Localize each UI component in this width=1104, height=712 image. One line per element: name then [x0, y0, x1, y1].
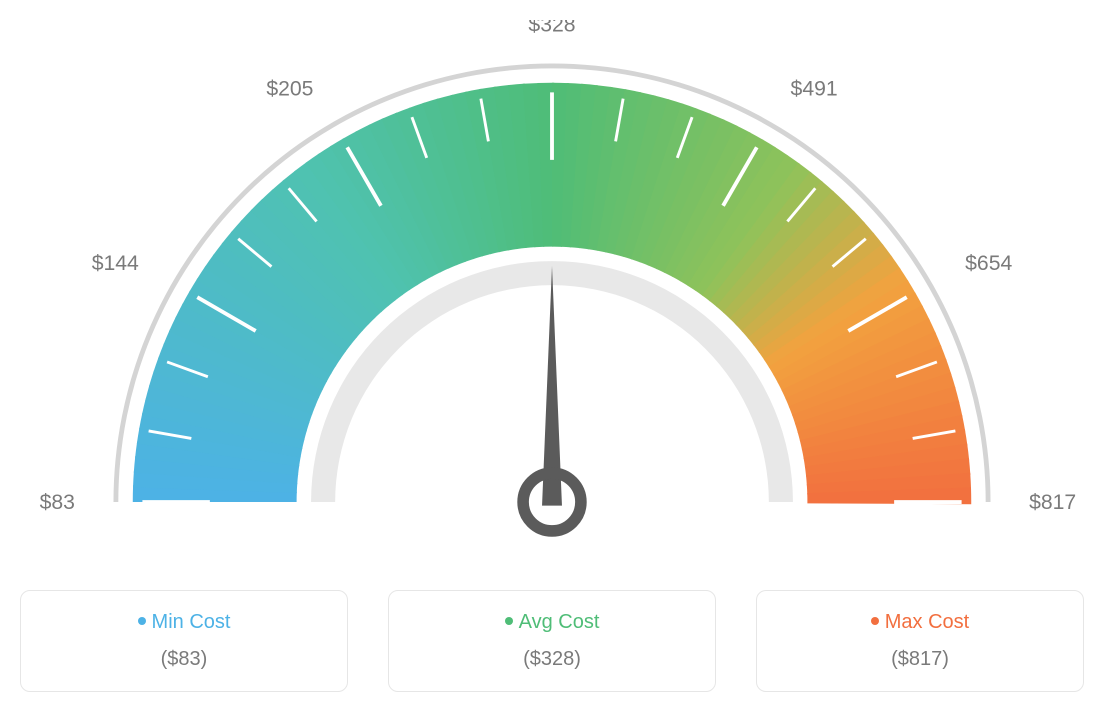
legend-row: Min Cost ($83) Avg Cost ($328) Max Cost … [20, 590, 1084, 692]
legend-label-max: Max Cost [885, 611, 969, 633]
tick-label: $654 [965, 252, 1012, 275]
legend-title-min: Min Cost [31, 611, 337, 634]
dot-max-icon [871, 617, 879, 625]
gauge-area: $83 $144 $205 $328 $491 $654 $817 [20, 20, 1084, 560]
legend-card-avg: Avg Cost ($328) [388, 590, 716, 692]
tick-label: $817 [1029, 491, 1076, 514]
legend-card-max: Max Cost ($817) [756, 590, 1084, 692]
legend-label-avg: Avg Cost [519, 611, 600, 633]
legend-card-min: Min Cost ($83) [20, 590, 348, 692]
legend-title-max: Max Cost [767, 611, 1073, 634]
legend-value-avg: ($328) [399, 648, 705, 671]
legend-value-min: ($83) [31, 648, 337, 671]
dot-avg-icon [505, 617, 513, 625]
tick-label: $328 [528, 20, 575, 37]
cost-gauge-chart: $83 $144 $205 $328 $491 $654 $817 Min Cost ($8… [20, 20, 1084, 692]
legend-label-min: Min Cost [152, 611, 231, 633]
legend-title-avg: Avg Cost [399, 611, 705, 634]
tick-label: $205 [266, 78, 313, 101]
tick-label: $144 [92, 252, 139, 275]
tick-label: $491 [791, 78, 838, 101]
gauge-svg: $83 $144 $205 $328 $491 $654 $817 [20, 20, 1084, 560]
tick-label: $83 [40, 491, 75, 514]
legend-value-max: ($817) [767, 648, 1073, 671]
dot-min-icon [138, 617, 146, 625]
